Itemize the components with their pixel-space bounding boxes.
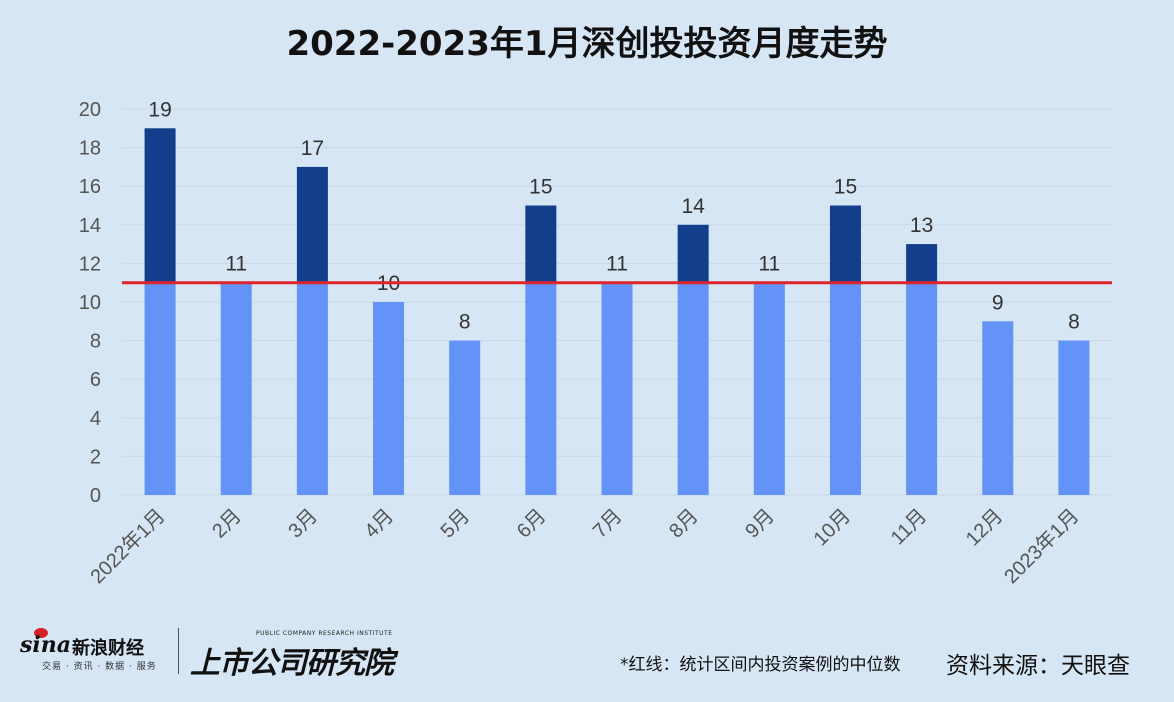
y-tick-label: 18 [79,138,101,160]
data-source: 资料来源：天眼查 [946,653,1130,679]
bar [753,282,785,495]
x-tick-label: 2022年1月 [86,504,170,588]
bar [906,282,938,495]
bar [829,282,861,495]
bar-above-median-segment [677,224,709,283]
y-tick-label: 6 [90,369,101,391]
bar-above-median-segment [906,244,938,283]
bar [373,302,405,495]
x-tick-label: 10月 [810,505,855,550]
data-label: 8 [459,311,471,334]
data-label: 9 [992,291,1004,314]
bars [144,128,1090,495]
logo-divider [178,628,179,674]
data-label: 15 [834,176,857,199]
bar [144,282,176,495]
bar [220,282,252,495]
y-tick-label: 0 [90,485,101,507]
institute-english-name: PUBLIC COMPANY RESEARCH INSTITUTE [256,630,393,637]
sina-brand-text: sina [20,632,71,658]
x-tick-label: 5月 [437,505,475,543]
y-tick-label: 20 [79,99,101,121]
y-tick-label: 10 [79,292,101,314]
x-tick-label: 9月 [741,505,779,543]
bar [677,282,709,495]
x-tick-label: 12月 [962,505,1007,550]
x-tick-label: 3月 [284,505,322,543]
x-tick-label: 11月 [887,505,931,549]
y-axis-tick-labels: 0 2 4 6 8 10 12 14 16 18 20 [79,99,101,507]
x-tick-label: 2月 [208,505,246,543]
chart-title: 2022-2023年1月深创投投资月度走势 [286,24,888,64]
x-tick-label: 4月 [361,505,399,543]
footer-note: *红线：统计区间内投资案例的中位数 [620,655,901,675]
institute-chinese-name: 上市公司研究院 [190,646,394,681]
data-label: 14 [681,195,705,218]
sina-finance-name: 新浪财经 [72,638,144,659]
bar [296,282,328,495]
bar [1058,340,1090,495]
data-label: 11 [606,253,628,276]
y-tick-label: 14 [79,215,101,237]
x-tick-label: 8月 [665,505,703,543]
data-label: 11 [225,253,247,276]
sina-tagline: 交易 · 资讯 · 数据 · 服务 [42,662,157,672]
sina-finance-logo: sina 新浪财经 交易 · 资讯 · 数据 · 服务 [20,628,170,676]
bar [601,282,633,495]
sina-eye-icon [34,628,48,638]
bar-above-median-segment [525,205,557,283]
x-tick-label: 2023年1月 [1000,504,1084,588]
data-label: 11 [758,253,780,276]
x-tick-label: 7月 [589,505,627,543]
bar [449,340,481,495]
data-label: 15 [529,176,552,199]
y-tick-label: 8 [90,331,101,353]
bar-chart: 0 2 4 6 8 10 12 14 16 18 20 19 11 17 10 8 15 11 14 11 15 13 9… [79,98,1112,588]
y-tick-label: 2 [90,446,101,468]
data-label: 17 [301,137,324,160]
data-label: 19 [148,98,171,121]
bar [525,282,557,495]
bar-above-median-segment [144,128,176,283]
data-label: 8 [1068,311,1080,334]
y-tick-label: 12 [79,253,101,275]
data-label: 13 [910,214,933,237]
research-institute-logo: PUBLIC COMPANY RESEARCH INSTITUTE 上市公司研究… [190,628,410,681]
y-tick-label: 4 [90,408,101,430]
bar-above-median-segment [296,166,328,283]
bar-above-median-segment [829,205,861,283]
bar [982,321,1014,495]
y-tick-label: 16 [79,176,101,198]
x-tick-label: 6月 [513,505,551,543]
